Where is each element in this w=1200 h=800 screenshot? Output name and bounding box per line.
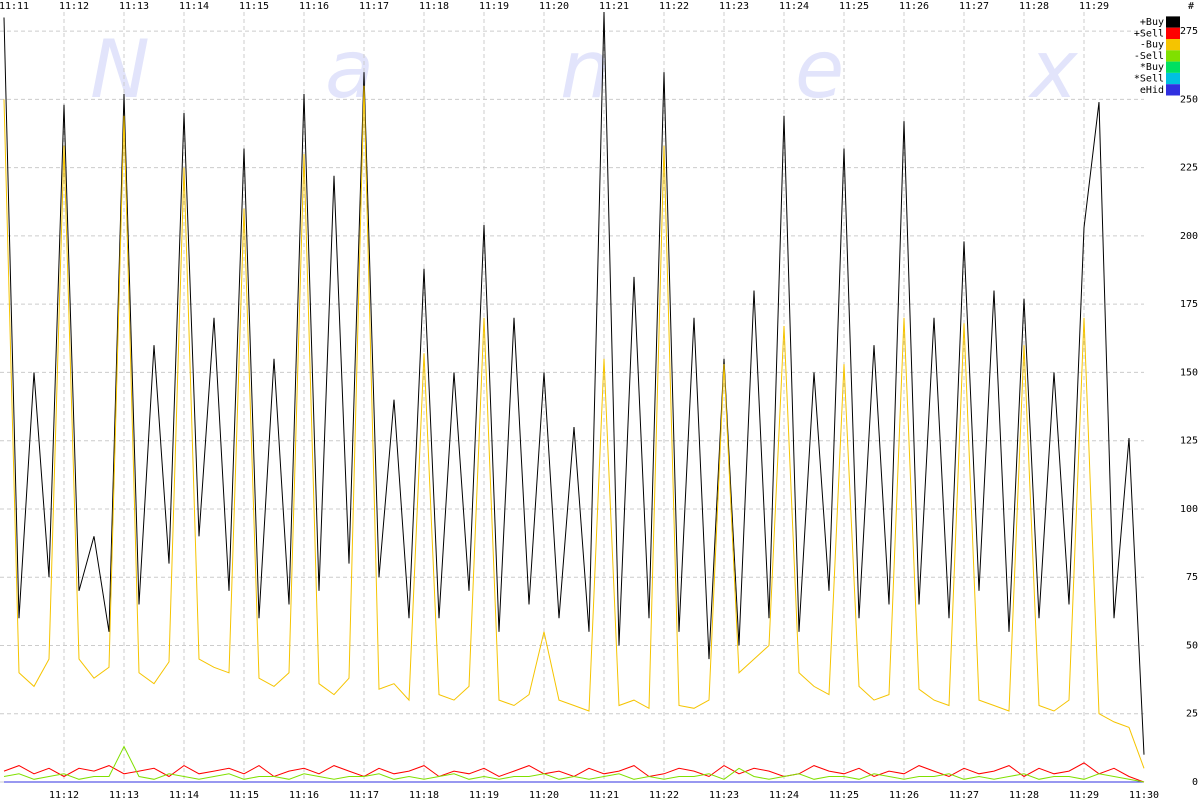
x-tick-label-bottom: 11:25	[829, 790, 859, 800]
x-tick-label-top: 11:22	[659, 1, 689, 12]
watermark-letter: x	[1027, 23, 1079, 116]
x-tick-label-top: 11:16	[299, 1, 329, 12]
y-tick-label: 50	[1186, 640, 1198, 651]
x-tick-label-bottom: 11:30	[1129, 790, 1159, 800]
x-tick-label-bottom: 11:27	[949, 790, 979, 800]
x-tick-label-top: 11:23	[719, 1, 749, 12]
x-tick-label-bottom: 11:18	[409, 790, 439, 800]
x-tick-label-top: 11:15	[239, 1, 269, 12]
x-tick-label-top: 11:17	[359, 1, 389, 12]
series-line	[3, 745, 1145, 783]
x-tick-label-bottom: 11:22	[649, 790, 679, 800]
series-line	[3, 11, 1145, 755]
x-tick-label-bottom: 11:12	[49, 790, 79, 800]
x-tick-label-top: 11:12	[59, 1, 89, 12]
x-tick-label-top: 11:14	[179, 1, 209, 12]
legend-swatch	[1166, 84, 1180, 96]
y-tick-label: 175	[1180, 299, 1198, 310]
x-tick-label-top: 11:28	[1019, 1, 1049, 12]
y-tick-label: 25	[1186, 709, 1198, 720]
watermark-letter: e	[795, 23, 844, 116]
x-tick-label-bottom: 11:26	[889, 790, 919, 800]
watermark-letter: a	[325, 23, 374, 116]
x-tick-label-bottom: 11:20	[529, 790, 559, 800]
legend-label: -Buy	[1140, 40, 1164, 51]
series-line	[3, 762, 1145, 783]
x-tick-label-top: 11:20	[539, 1, 569, 12]
legend-swatch	[1166, 61, 1180, 73]
y-tick-label: 125	[1180, 436, 1198, 447]
x-tick-label-top: 11:21	[599, 1, 629, 12]
y-tick-label: 200	[1180, 231, 1198, 242]
x-tick-label-bottom: 11:14	[169, 790, 199, 800]
x-tick-label-bottom: 11:28	[1009, 790, 1039, 800]
y-tick-label: 250	[1180, 94, 1198, 105]
legend-swatch	[1166, 50, 1180, 62]
y-tick-label: 225	[1180, 163, 1198, 174]
x-tick-label-bottom: 11:15	[229, 790, 259, 800]
legend-label: *Sell	[1134, 74, 1164, 85]
x-tick-label-bottom: 11:24	[769, 790, 799, 800]
legend-swatch	[1166, 72, 1180, 85]
legend-swatch	[1166, 27, 1180, 39]
x-tick-label-top: 11:27	[959, 1, 989, 12]
legend-swatch	[1166, 39, 1180, 51]
legend-swatch	[1166, 16, 1180, 28]
y-tick-label: 100	[1180, 504, 1198, 515]
series-line	[3, 85, 1145, 769]
y-tick-label: 0	[1192, 777, 1198, 788]
legend-label: eHid	[1140, 85, 1164, 96]
x-tick-label-bottom: 11:21	[589, 790, 619, 800]
x-tick-label-top: 11:24	[779, 1, 809, 12]
x-tick-label-bottom: 11:29	[1069, 790, 1099, 800]
legend-label: +Sell	[1134, 28, 1164, 39]
x-tick-label-bottom: 11:17	[349, 790, 379, 800]
x-tick-label-bottom: 11:16	[289, 790, 319, 800]
x-tick-label-top: 11:18	[419, 1, 449, 12]
x-tick-label-bottom: 11:19	[469, 790, 499, 800]
x-tick-label-top: 11:25	[839, 1, 869, 12]
legend-label: *Buy	[1140, 62, 1164, 73]
x-tick-label-top: 11:26	[899, 1, 929, 12]
x-tick-label-top: 11:29	[1079, 1, 1109, 12]
x-tick-label-bottom: 11:13	[109, 790, 139, 800]
y-tick-label: 75	[1186, 572, 1198, 583]
y-tick-label: 275	[1180, 26, 1198, 37]
x-tick-label-top: 11:13	[119, 1, 149, 12]
y-tick-label: 150	[1180, 367, 1198, 378]
y-axis-label: #	[1188, 1, 1194, 12]
x-tick-label-top: 11:11	[0, 1, 29, 12]
watermark-letter: N	[90, 23, 150, 116]
x-tick-label-bottom: 11:23	[709, 790, 739, 800]
x-tick-label-top: 11:19	[479, 1, 509, 12]
legend-label: -Sell	[1134, 51, 1164, 62]
legend-label: +Buy	[1140, 17, 1164, 28]
